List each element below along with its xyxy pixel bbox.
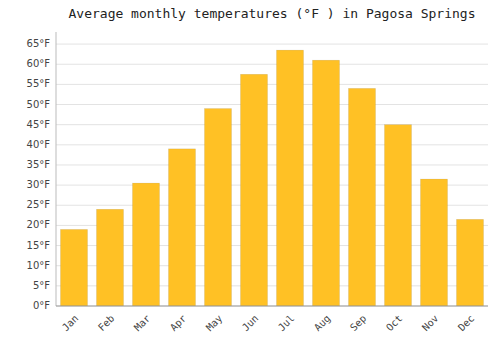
y-tick-label: 65°F	[27, 38, 51, 49]
grid-line	[56, 64, 488, 65]
grid-line	[56, 164, 488, 165]
x-tick-label: Dec	[456, 313, 477, 334]
grid-line	[56, 124, 488, 125]
y-tick-label: 35°F	[27, 159, 51, 170]
y-tick-label: 30°F	[27, 179, 51, 190]
y-axis-line	[56, 32, 57, 306]
x-axis-line	[56, 306, 488, 307]
y-tick-label: 50°F	[27, 99, 51, 110]
y-tick-label: 0°F	[33, 300, 50, 311]
chart-container: 0°F 5°F 10°F 15°F 20°F 25°F 30°F 35°F 40°F 45°F 50…	[0, 0, 500, 350]
y-tick-label: 40°F	[27, 139, 51, 150]
x-tick-label: Jun	[240, 313, 261, 334]
x-tick-label: May	[204, 313, 225, 334]
bar	[61, 229, 88, 306]
y-tick-label: 5°F	[33, 280, 50, 291]
bar	[97, 209, 124, 306]
x-tick-label: Jan	[60, 313, 81, 334]
x-tick-label: Feb	[96, 313, 117, 334]
grid-line	[56, 144, 488, 145]
grid-line	[56, 306, 488, 307]
title: Average monthly temperatures (°F ) in Pa…	[69, 6, 476, 21]
x-tick-label: Jul	[276, 313, 297, 334]
grid	[56, 44, 488, 306]
bar	[385, 125, 412, 306]
y-tick-label: 45°F	[27, 119, 51, 130]
bar	[133, 183, 160, 306]
y-tick-label: 55°F	[27, 78, 51, 89]
x-tick-label: Sep	[348, 313, 369, 334]
bar	[349, 88, 376, 306]
x-axis: Jan Feb Mar Apr May Jun Jul Aug Sep Oct Nov Dec	[60, 313, 477, 334]
x-tick-label: Aug	[312, 313, 333, 334]
y-tick-label: 10°F	[27, 260, 51, 271]
x-tick-label: Oct	[384, 313, 405, 334]
grid-line	[56, 104, 488, 105]
chart: 0°F 5°F 10°F 15°F 20°F 25°F 30°F 35°F 40°F 45°F 50…	[0, 0, 500, 350]
bar	[241, 74, 268, 306]
y-tick-label: 60°F	[27, 58, 51, 69]
bars	[61, 50, 484, 306]
bar	[169, 149, 196, 306]
x-tick-label: Nov	[420, 313, 441, 334]
y-tick-label: 20°F	[27, 219, 51, 230]
x-tick-label: Mar	[132, 313, 153, 334]
bar	[457, 219, 484, 306]
bar	[313, 60, 340, 306]
grid-line	[56, 84, 488, 85]
x-tick-label: Apr	[168, 313, 189, 334]
y-tick-label: 15°F	[27, 240, 51, 251]
grid-line	[56, 44, 488, 45]
bar	[277, 50, 304, 306]
bar	[421, 179, 448, 306]
y-tick-label: 25°F	[27, 199, 51, 210]
bar	[205, 109, 232, 306]
y-axis: 0°F 5°F 10°F 15°F 20°F 25°F 30°F 35°F 40°F 45°F 50…	[27, 38, 51, 311]
